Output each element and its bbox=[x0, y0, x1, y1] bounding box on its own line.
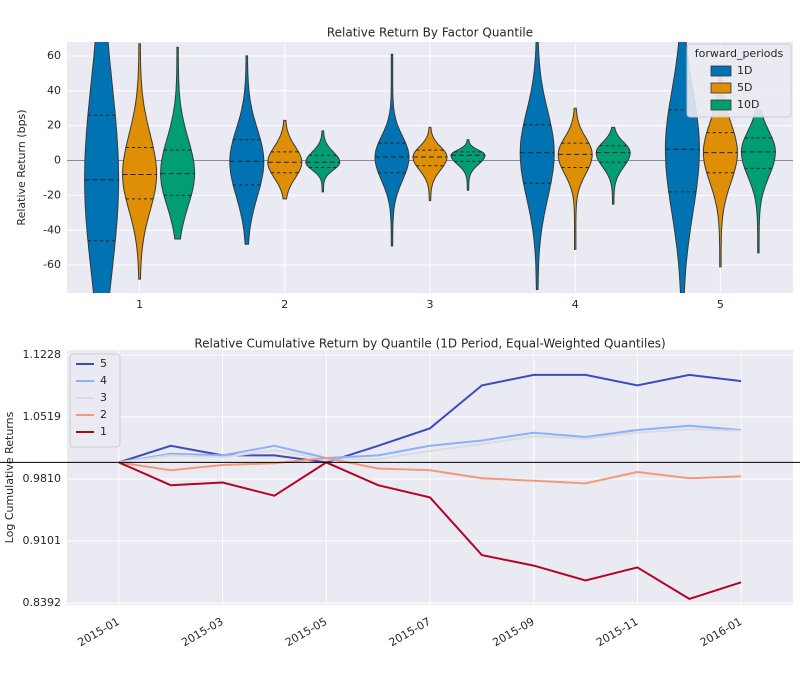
y-tick-label: 0.9810 bbox=[23, 472, 62, 485]
y-tick-label: 0.8392 bbox=[23, 596, 62, 609]
x-tick-label: 2015-05 bbox=[283, 615, 329, 649]
y-tick-label: -20 bbox=[43, 188, 61, 201]
legend-title: forward_periods bbox=[695, 47, 784, 60]
legend-label: 5D bbox=[737, 81, 752, 94]
x-tick-label: 3 bbox=[427, 298, 434, 311]
y-tick-label: 60 bbox=[47, 49, 61, 62]
series-line bbox=[118, 428, 742, 464]
series-line bbox=[118, 424, 742, 464]
legend-label: 1 bbox=[100, 425, 107, 438]
legend-box bbox=[69, 353, 121, 448]
y-tick-label: 1.0519 bbox=[23, 410, 62, 423]
y-tick-label: 0 bbox=[54, 154, 61, 167]
y-axis-label: Log Cumulative Returns bbox=[3, 411, 16, 543]
x-tick-label: 2015-11 bbox=[594, 615, 640, 649]
violin bbox=[412, 126, 448, 202]
x-tick-label: 2015-01 bbox=[76, 615, 122, 649]
violin bbox=[229, 55, 265, 245]
y-tick-label: -60 bbox=[43, 258, 61, 271]
legend-swatch bbox=[710, 82, 732, 94]
x-tick-label: 4 bbox=[572, 298, 579, 311]
x-tick-label: 5 bbox=[717, 298, 724, 311]
legend-swatch bbox=[710, 65, 732, 77]
violin bbox=[267, 119, 303, 200]
violin bbox=[740, 109, 776, 254]
y-tick-label: 0.9101 bbox=[23, 534, 62, 547]
legend-label: 4 bbox=[100, 374, 107, 387]
legend-label: 3 bbox=[100, 391, 107, 404]
y-axis-label: Relative Return (bps) bbox=[15, 109, 28, 225]
violin bbox=[122, 43, 158, 280]
legend-label: 5 bbox=[100, 357, 107, 370]
violin bbox=[305, 130, 341, 193]
plot-clip bbox=[118, 373, 742, 600]
x-tick-label: 2 bbox=[281, 298, 288, 311]
violin bbox=[519, 42, 555, 290]
x-tick-label: 2016-01 bbox=[698, 615, 744, 649]
series-line bbox=[118, 456, 742, 485]
legend-label: 10D bbox=[737, 98, 759, 111]
violin bbox=[374, 53, 410, 247]
chart-title: Relative Return By Factor Quantile bbox=[327, 26, 533, 40]
chart-title: Relative Cumulative Return by Quantile (… bbox=[194, 337, 665, 351]
plot-clip bbox=[67, 42, 793, 293]
y-tick-label: 40 bbox=[47, 84, 61, 97]
legend-swatch bbox=[710, 99, 732, 111]
violin bbox=[450, 139, 486, 191]
legend-box bbox=[686, 43, 792, 118]
y-tick-label: 1.1228 bbox=[23, 348, 62, 361]
y-tick-label: 20 bbox=[47, 119, 61, 132]
violin bbox=[84, 42, 120, 293]
violin bbox=[557, 107, 593, 250]
legend-label: 2 bbox=[100, 408, 107, 421]
legend-label: 1D bbox=[737, 64, 752, 77]
violin bbox=[702, 76, 738, 268]
series-line bbox=[118, 461, 742, 600]
violin bbox=[160, 46, 196, 240]
x-tick-label: 2015-07 bbox=[387, 615, 433, 649]
violin bbox=[595, 126, 631, 205]
x-tick-label: 1 bbox=[136, 298, 143, 311]
y-tick-label: -40 bbox=[43, 223, 61, 236]
x-tick-label: 2015-03 bbox=[179, 615, 225, 649]
x-tick-label: 2015-09 bbox=[490, 615, 536, 649]
